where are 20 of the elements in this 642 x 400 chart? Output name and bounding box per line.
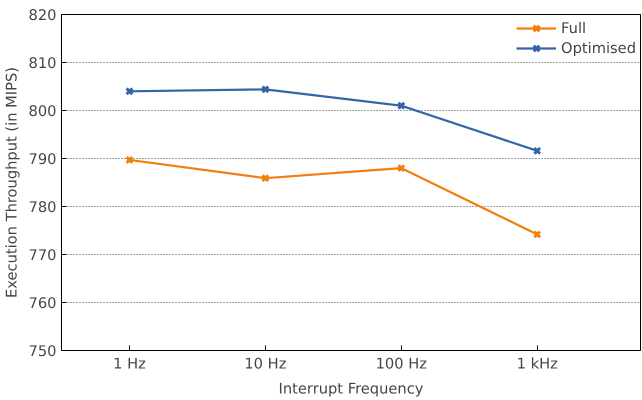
y-tick-label: 810: [28, 55, 57, 72]
point: [396, 164, 406, 172]
legend-label: Full: [561, 20, 586, 36]
y-tick-label: 820: [28, 7, 57, 24]
y-axis-title: Execution Throughput (in MIPS): [4, 67, 21, 298]
x-tick-label: 100 Hz: [376, 356, 428, 372]
x-tick-label: 1 kHz: [516, 356, 558, 372]
y-tick-label: 760: [28, 295, 57, 312]
point: [261, 85, 270, 94]
x-tick-label: 1 Hz: [113, 356, 146, 372]
y-tick-label: 800: [28, 103, 57, 120]
y-tick-label: 790: [28, 151, 57, 168]
y-tick-label: 780: [28, 199, 57, 216]
x-tick-label: 10 Hz: [244, 356, 287, 372]
legend-label: Optimised: [561, 40, 636, 56]
y-tick-label: 770: [28, 247, 57, 264]
x-axis-title: Interrupt Frequency: [278, 380, 424, 398]
point: [261, 174, 270, 183]
y-tick-label: 750: [28, 343, 57, 360]
point: [396, 101, 406, 110]
